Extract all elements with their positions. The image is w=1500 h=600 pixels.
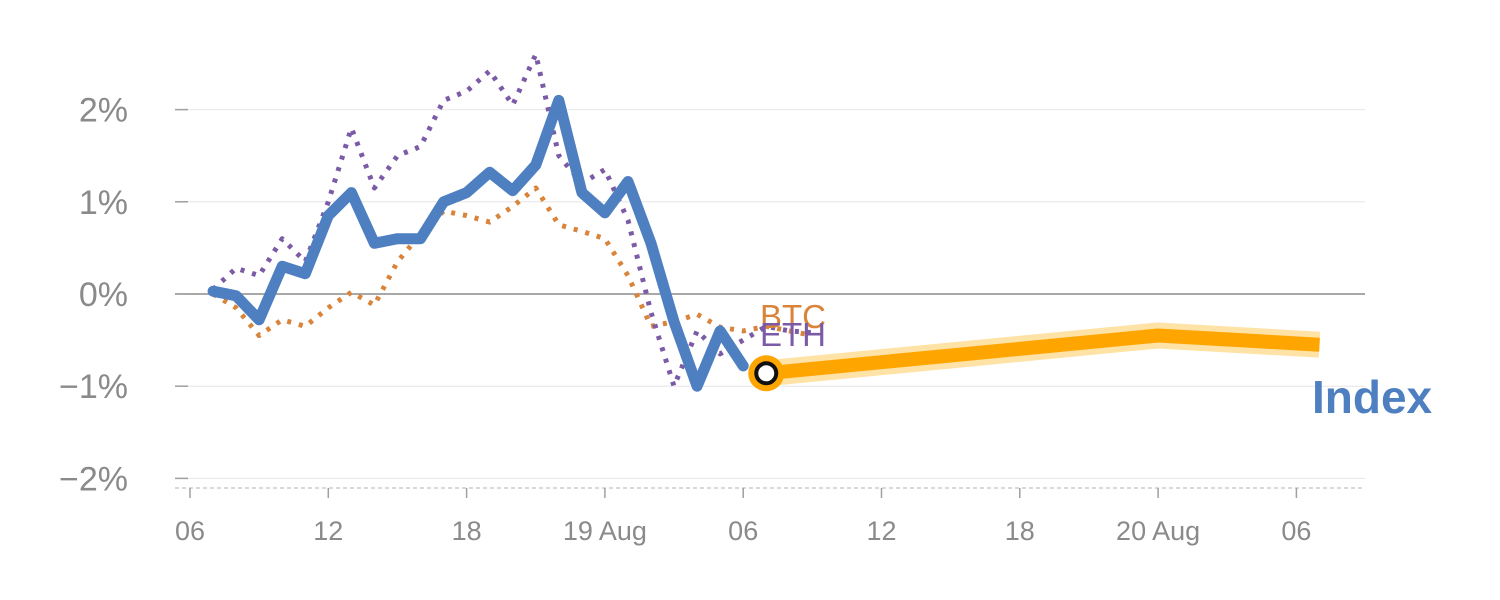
grid-lines [175,109,1365,479]
x-tick-label: 18 [1005,516,1035,546]
x-tick-label: 06 [1281,516,1311,546]
btc-label: BTC [760,298,826,335]
x-tick-label: 19 Aug [563,516,647,546]
y-axis-ticks: 2% 1% 0% −1% −2% [59,92,188,498]
y-tick-label: 0% [79,276,128,314]
y-tick-label: 2% [79,92,128,130]
x-tick-label: 06 [728,516,758,546]
y-tick-label: −2% [59,460,128,498]
current-value-marker [754,361,779,386]
index-line [207,94,749,392]
series-labels: BTC ETH Index [760,298,1433,423]
series-lines [207,51,1321,392]
x-tick-label: 12 [866,516,896,546]
forecast-line [765,328,1320,381]
x-axis-ticks: 06 12 18 19 Aug 06 12 18 20 Aug 06 [175,488,1311,546]
y-tick-label: 1% [79,184,128,222]
x-tick-label: 18 [452,516,482,546]
y-tick-label: −1% [59,368,128,406]
x-tick-label: 06 [175,516,205,546]
eth-label: ETH [760,316,826,353]
btc-line [211,185,813,338]
x-tick-label: 12 [313,516,343,546]
index-label: Index [1312,371,1433,423]
x-tick-label: 20 Aug [1116,516,1200,546]
